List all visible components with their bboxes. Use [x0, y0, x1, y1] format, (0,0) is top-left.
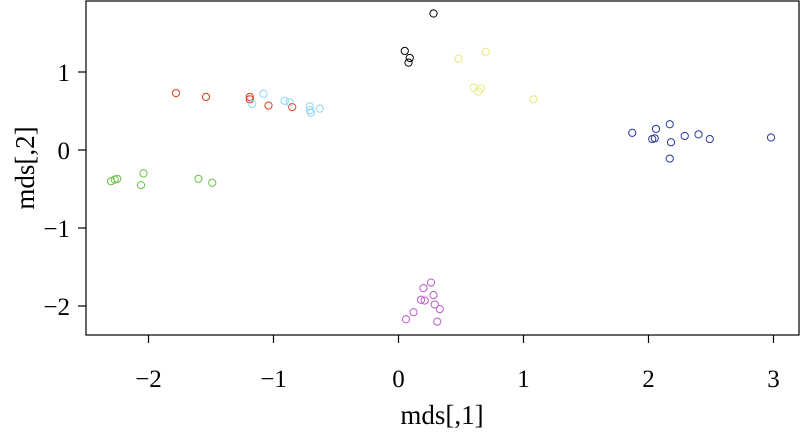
data-point	[474, 87, 483, 96]
x-axis: −2 −1 0 1 2 3	[135, 335, 780, 393]
data-point	[429, 9, 438, 18]
data-point	[481, 47, 491, 56]
x-tick-label: −2	[135, 366, 162, 393]
data-point	[264, 101, 273, 110]
data-point	[280, 96, 289, 105]
data-point	[420, 296, 429, 305]
y-tick-label: 1	[58, 60, 71, 87]
x-tick-label: 0	[392, 366, 405, 393]
data-point	[259, 89, 268, 98]
data-point	[426, 278, 436, 287]
data-point	[469, 83, 478, 92]
data-point	[194, 174, 203, 183]
series-6	[628, 120, 776, 163]
data-point	[248, 99, 257, 109]
data-point	[680, 131, 689, 141]
data-point	[288, 103, 297, 112]
data-points	[106, 9, 776, 326]
y-tick-label: −2	[43, 294, 70, 321]
series-7	[401, 278, 444, 326]
data-point	[628, 128, 637, 137]
x-tick-label: 3	[767, 366, 780, 393]
data-point	[665, 154, 674, 163]
data-point	[404, 58, 413, 67]
data-point	[433, 317, 442, 326]
data-point	[245, 95, 254, 104]
series-2	[454, 47, 538, 104]
data-point	[454, 54, 463, 63]
data-point	[136, 181, 146, 190]
data-point	[171, 88, 181, 98]
data-point	[400, 46, 409, 56]
y-tick-label: −1	[43, 216, 70, 243]
y-axis: −2 −1 0 1	[43, 60, 86, 321]
data-point	[401, 315, 411, 324]
series-1	[400, 9, 438, 67]
y-tick-label: 0	[58, 138, 71, 165]
data-point	[208, 178, 217, 187]
data-point	[766, 133, 776, 142]
series-4	[248, 89, 324, 117]
data-point	[435, 305, 444, 314]
data-point	[529, 95, 538, 104]
data-point	[429, 290, 438, 300]
data-point	[650, 134, 659, 143]
y-axis-label: mds[,2]	[10, 126, 40, 209]
data-point	[306, 108, 316, 117]
data-point	[705, 134, 714, 144]
data-point	[409, 308, 418, 317]
data-point	[315, 104, 324, 113]
data-point	[113, 174, 122, 183]
data-point	[201, 92, 211, 102]
data-point	[430, 300, 439, 309]
data-point	[245, 92, 254, 102]
x-tick-label: 1	[517, 366, 530, 393]
series-5	[106, 169, 217, 190]
data-point	[139, 169, 148, 178]
data-point	[651, 124, 661, 134]
x-tick-label: 2	[642, 366, 655, 393]
series-3	[171, 88, 297, 112]
x-tick-label: −1	[260, 366, 287, 393]
data-point	[665, 120, 674, 129]
data-point	[285, 98, 294, 107]
data-point	[666, 138, 676, 147]
data-point	[405, 53, 414, 63]
data-point	[694, 130, 703, 139]
plot-frame	[85, 0, 800, 336]
data-point	[305, 102, 314, 111]
data-point	[419, 283, 428, 293]
data-point	[416, 295, 426, 304]
x-axis-label: mds[,1]	[400, 400, 483, 430]
